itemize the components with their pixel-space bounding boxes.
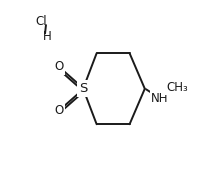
Text: S: S xyxy=(79,82,87,95)
Text: O: O xyxy=(55,60,64,73)
Text: O: O xyxy=(55,104,64,117)
Text: Cl: Cl xyxy=(35,15,47,28)
Text: H: H xyxy=(43,30,52,43)
Text: CH₃: CH₃ xyxy=(166,81,188,93)
Text: NH: NH xyxy=(151,92,169,104)
